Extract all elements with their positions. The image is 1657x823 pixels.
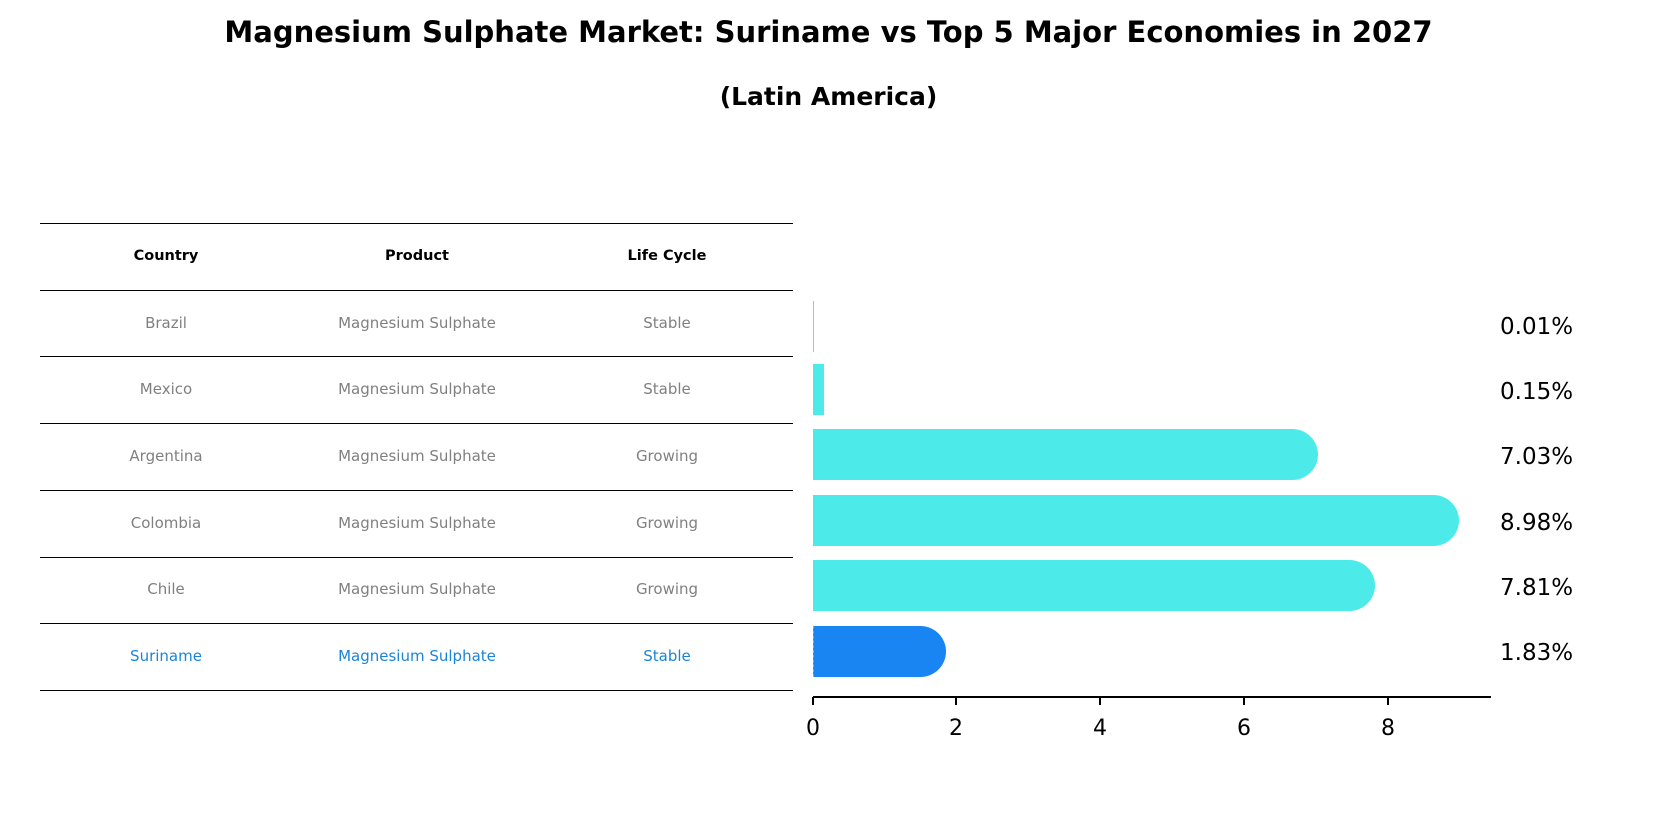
x-tick-label: 0 [806,716,820,741]
header-product: Product [385,248,449,264]
row-country: Chile [147,580,185,598]
row-country: Colombia [130,514,202,532]
value-label: 8.98% [1500,510,1574,536]
row-country: Brazil [145,314,187,332]
table-rule [40,423,793,424]
table-rule [40,690,793,691]
row-product: Magnesium Sulphate [338,380,496,398]
row-country: Mexico [139,380,193,398]
bar-suriname [813,626,946,677]
table-rule [40,356,793,357]
x-tick [1387,697,1389,705]
table-rule [40,557,793,558]
x-tick-label: 6 [1237,716,1251,741]
row-product: Magnesium Sulphate [338,447,496,465]
x-tick-label: 8 [1381,716,1395,741]
x-tick [812,697,814,705]
header-country: Country [133,248,199,264]
x-axis [813,696,1491,698]
value-label: 7.81% [1500,575,1574,601]
x-tick [1099,697,1101,705]
bar-argentina [813,429,1319,480]
x-tick-label: 2 [949,716,963,741]
bar-brazil [813,301,814,352]
row-product-highlight: Magnesium Sulphate [338,647,496,665]
x-tick [955,697,957,705]
header-life-cycle: Life Cycle [627,248,707,264]
table-rule [40,490,793,491]
x-tick-label: 4 [1093,716,1107,741]
table-rule [40,290,793,291]
row-life-cycle-highlight: Stable [643,647,691,665]
bar-mexico [813,364,824,415]
row-life-cycle: Growing [635,514,699,532]
table-rule [40,223,793,224]
row-country: Argentina [129,447,203,465]
row-product: Magnesium Sulphate [338,314,496,332]
value-label: 1.83% [1500,640,1574,666]
chart-title: Magnesium Sulphate Market: Suriname vs T… [224,15,1433,49]
value-label: 7.03% [1500,444,1574,470]
chart-subtitle: (Latin America) [719,82,938,111]
bar-chile [813,560,1375,611]
row-life-cycle: Stable [643,380,691,398]
row-life-cycle: Stable [643,314,691,332]
row-life-cycle: Growing [635,580,699,598]
row-life-cycle: Growing [635,447,699,465]
bar-colombia [813,495,1459,546]
table-rule [40,623,793,624]
row-product: Magnesium Sulphate [338,514,496,532]
value-label: 0.15% [1500,379,1574,405]
row-product: Magnesium Sulphate [338,580,496,598]
x-tick [1243,697,1245,705]
value-label: 0.01% [1500,314,1574,340]
row-country-highlight: Suriname [130,647,202,665]
